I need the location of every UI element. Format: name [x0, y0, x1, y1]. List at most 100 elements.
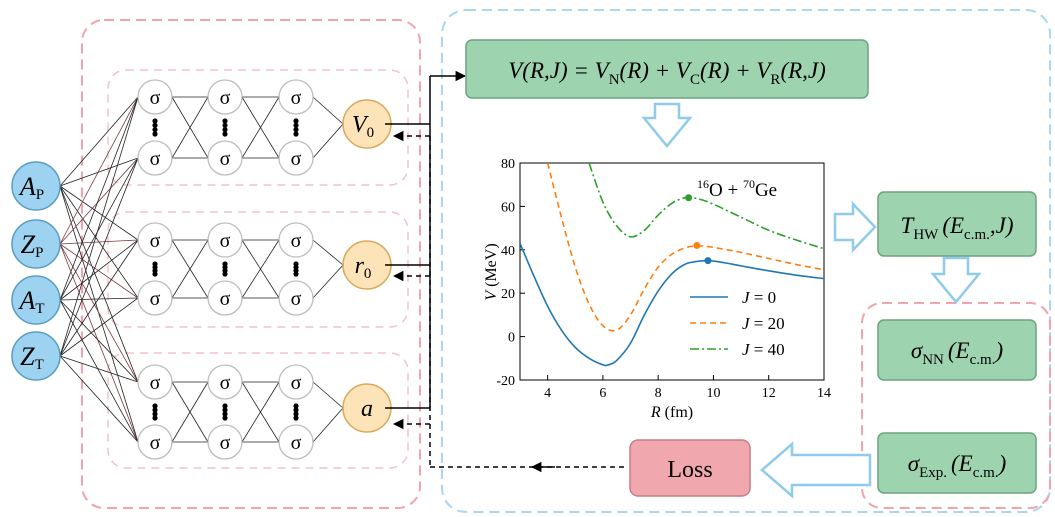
physics-frame: [441, 9, 1051, 513]
ellipsis-dots: [152, 118, 158, 137]
x-tick-label: 14: [817, 386, 831, 401]
subnet-frame-v0: [107, 69, 409, 186]
svg-text:AP: AP: [18, 172, 44, 203]
input-node-zp: ZP: [11, 219, 61, 269]
legend-label: J = 40: [742, 340, 785, 359]
chart-series: [520, 163, 824, 367]
input-node-ap: AP: [11, 161, 61, 211]
series-line-j0: [520, 242, 824, 367]
input-node-at: AT: [11, 275, 61, 325]
sigma-symbol: σ: [220, 288, 231, 310]
input-node-zt: ZT: [11, 331, 61, 381]
thw-box: THW (Ec.m.,J): [877, 191, 1037, 257]
barrier-peak-point: [685, 194, 693, 202]
svg-text:σNN(Ec.m.): σNN (Ec.m.): [911, 338, 1003, 368]
sigma-symbol: σ: [220, 432, 231, 454]
sigma-symbol: σ: [220, 230, 231, 252]
chart-annotation: 16O + 70Ge: [697, 177, 777, 201]
legend-label: J = 0: [742, 288, 776, 307]
svg-text:a: a: [361, 396, 373, 422]
output-node-v0: V0: [342, 99, 392, 149]
sigma-symbol: σ: [220, 87, 231, 109]
chart-legend: J = 0 J = 20 J = 40: [690, 288, 785, 359]
sigma-neuron: σ: [137, 140, 173, 176]
series-line-j2: [588, 163, 824, 250]
ellipsis-dots: [152, 261, 158, 277]
series-line-j1: [546, 163, 824, 332]
chart-xlabel: R (fm): [650, 404, 693, 421]
right-arrow-chart: [833, 200, 877, 254]
potential-formula-box: V(R,J) = VN(R) + VC(R) + VR(R,J): [465, 39, 869, 99]
ellipsis-dots: [152, 403, 158, 421]
output-node-r0: r0: [342, 240, 392, 290]
sigma-neuron: σ: [137, 222, 173, 258]
sigma-neuron: σ: [207, 222, 243, 258]
sigma-neuron: σ: [278, 364, 314, 400]
sigma-neuron: σ: [137, 424, 173, 460]
sigma-symbol: σ: [150, 432, 161, 454]
ellipsis-dots: [222, 261, 228, 277]
network-nodes: σ σ σ σ σ σ V0 σ σ σ σ σ σ r0 σ σ σ σ σ σ a AP ZP AT ZT: [11, 79, 392, 460]
ellipsis-dots: [293, 118, 299, 137]
svg-text:AT: AT: [17, 286, 44, 317]
network-frame: [81, 19, 421, 509]
y-tick-label: 0: [508, 331, 515, 346]
ellipsis-dots: [222, 403, 228, 421]
sigma-neuron: σ: [278, 424, 314, 460]
barrier-peak-point: [693, 241, 701, 249]
sigma-symbol: σ: [150, 148, 161, 170]
sigma-neuron: σ: [137, 280, 173, 316]
output-node-a: a: [342, 383, 392, 433]
left-arrow-loss: [760, 441, 872, 499]
sigma-symbol: σ: [150, 288, 161, 310]
down-arrow-formula: [641, 102, 693, 148]
svg-text:ZP: ZP: [21, 230, 44, 261]
y-tick-label: 60: [501, 200, 515, 215]
sigma-neuron: σ: [207, 79, 243, 115]
subnet-frame-a: [107, 352, 409, 469]
sigma-neuron: σ: [278, 79, 314, 115]
ellipsis-dots: [293, 403, 299, 421]
x-tick-label: 4: [544, 386, 551, 401]
sigma-symbol: σ: [220, 148, 231, 170]
sigma-symbol: σ: [291, 230, 302, 252]
svg-text:ZT: ZT: [20, 342, 44, 373]
x-tick-label: 6: [599, 386, 606, 401]
sigma-neuron: σ: [137, 79, 173, 115]
sigma-neuron: σ: [278, 140, 314, 176]
sigma-neuron: σ: [137, 364, 173, 400]
barrier-peak-point: [704, 257, 712, 265]
potential-chart: 4 6 8 10 12 14 -20 0 20 40 60 80 R (fm) V (MeV) 16O…: [483, 157, 831, 421]
y-tick-label: -20: [496, 374, 515, 389]
y-tick-label: 20: [501, 287, 515, 302]
sigma-symbol: σ: [291, 148, 302, 170]
sigma-neuron: σ: [207, 364, 243, 400]
svg-text:V0: V0: [352, 112, 374, 141]
sigma-symbol: σ: [291, 372, 302, 394]
output-connectors: [385, 70, 628, 473]
sigma-symbol: σ: [291, 87, 302, 109]
sigma-neuron: σ: [207, 280, 243, 316]
sigma-neuron: σ: [278, 222, 314, 258]
svg-text:σExp.(Ec.m.): σExp. (Ec.m.): [908, 451, 1006, 481]
x-tick-label: 10: [706, 386, 720, 401]
chart-ylabel: V (MeV): [483, 243, 500, 300]
down-arrow-thw: [930, 256, 982, 304]
sigma-neuron: σ: [278, 280, 314, 316]
network-connections: [59, 96, 344, 443]
legend-label: J = 20: [742, 314, 785, 333]
sigma-nn-box: σNN (Ec.m.): [877, 319, 1037, 381]
sigma-symbol: σ: [150, 87, 161, 109]
svg-text:THW(Ec.m.,J): THW (Ec.m.,J): [901, 213, 1014, 243]
sigma-symbol: σ: [291, 288, 302, 310]
sigma-neuron: σ: [207, 424, 243, 460]
x-tick-label: 12: [762, 386, 776, 401]
chart-ticks: 4 6 8 10 12 14 -20 0 20 40 60 80: [496, 157, 831, 401]
y-tick-label: 80: [501, 157, 515, 172]
sigma-neuron: σ: [207, 140, 243, 176]
x-tick-label: 8: [655, 386, 662, 401]
sigma-exp-box: σExp. (Ec.m.): [877, 432, 1037, 494]
sigma-symbol: σ: [220, 372, 231, 394]
sigma-symbol: σ: [150, 372, 161, 394]
